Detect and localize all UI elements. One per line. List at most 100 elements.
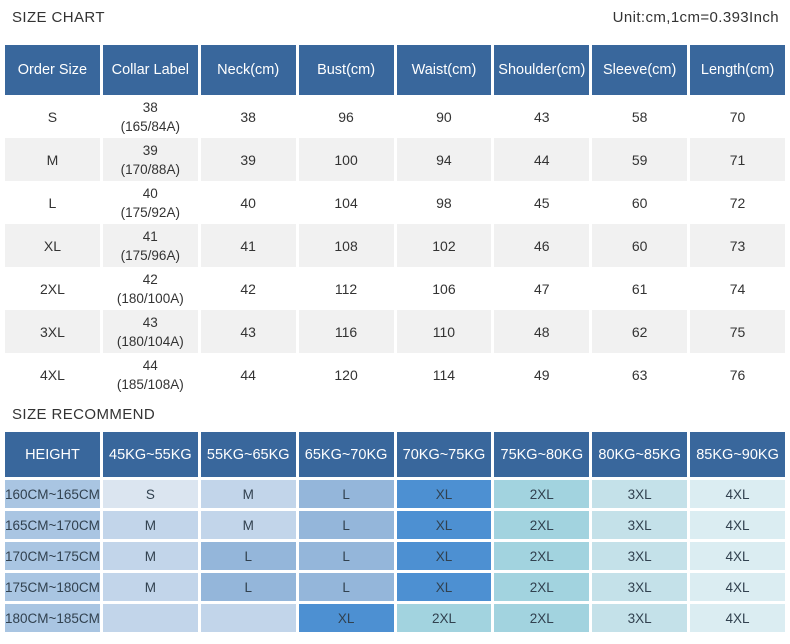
length-cell: 76	[690, 353, 785, 396]
collar-label-cell: 40 (175/92A)	[102, 181, 198, 224]
waist-cell: 110	[396, 310, 492, 353]
bust-cell: 116	[298, 310, 394, 353]
collar-spec: (180/104A)	[116, 333, 184, 349]
length-cell: 75	[690, 310, 785, 353]
col-header-neck: Neck(cm)	[200, 45, 296, 95]
waist-cell: 90	[396, 95, 492, 138]
sleeve-cell: 59	[592, 138, 688, 181]
order-size-cell: XL	[5, 224, 100, 267]
recommend-cell: 4XL	[690, 542, 785, 570]
neck-cell: 44	[200, 353, 296, 396]
length-cell: 72	[690, 181, 785, 224]
recommend-cell: L	[298, 542, 394, 570]
col-header-bust: Bust(cm)	[298, 45, 394, 95]
height-cell: 180CM~185CM	[5, 604, 100, 632]
neck-cell: 38	[200, 95, 296, 138]
order-size-cell: M	[5, 138, 100, 181]
recommend-cell: L	[298, 511, 394, 539]
recommend-cell: XL	[396, 480, 492, 508]
collar-size: 43	[142, 314, 158, 330]
col-header-length: Length(cm)	[690, 45, 785, 95]
shoulder-cell: 48	[494, 310, 590, 353]
collar-size: 42	[142, 271, 158, 287]
col-header-shoulder: Shoulder(cm)	[494, 45, 590, 95]
recommend-cell: S	[102, 480, 198, 508]
collar-label-cell: 41 (175/96A)	[102, 224, 198, 267]
recommend-cell: XL	[298, 604, 394, 632]
recommend-cell: M	[200, 480, 296, 508]
collar-spec: (165/84A)	[120, 118, 180, 134]
recommend-cell: L	[200, 573, 296, 601]
length-cell: 74	[690, 267, 785, 310]
unit-note: Unit:cm,1cm=0.393Inch	[612, 9, 779, 26]
order-size-cell: L	[5, 181, 100, 224]
collar-spec: (170/88A)	[120, 161, 180, 177]
sleeve-cell: 58	[592, 95, 688, 138]
recommend-cell: 3XL	[592, 542, 688, 570]
recommend-cell: 4XL	[690, 480, 785, 508]
col-header-sleeve: Sleeve(cm)	[592, 45, 688, 95]
waist-cell: 98	[396, 181, 492, 224]
bust-cell: 100	[298, 138, 394, 181]
recommend-cell: 3XL	[592, 480, 688, 508]
col-header-75-80kg: 75KG~80KG	[494, 432, 590, 477]
bust-cell: 96	[298, 95, 394, 138]
col-header-45-55kg: 45KG~55KG	[102, 432, 198, 477]
neck-cell: 40	[200, 181, 296, 224]
recommend-cell: 2XL	[494, 542, 590, 570]
collar-size: 44	[142, 357, 158, 373]
shoulder-cell: 44	[494, 138, 590, 181]
recommend-cell: 2XL	[494, 604, 590, 632]
height-cell: 175CM~180CM	[5, 573, 100, 601]
order-size-cell: 2XL	[5, 267, 100, 310]
collar-spec: (185/108A)	[116, 376, 184, 392]
collar-label-cell: 39 (170/88A)	[102, 138, 198, 181]
recommend-cell: L	[298, 480, 394, 508]
sleeve-cell: 60	[592, 224, 688, 267]
waist-cell: 114	[396, 353, 492, 396]
recommend-cell: XL	[396, 573, 492, 601]
col-header-height: HEIGHT	[5, 432, 100, 477]
recommend-cell: M	[102, 511, 198, 539]
collar-spec: (175/92A)	[120, 204, 180, 220]
height-cell: 160CM~165CM	[5, 480, 100, 508]
recommend-cell: 4XL	[690, 511, 785, 539]
shoulder-cell: 43	[494, 95, 590, 138]
recommend-cell: M	[200, 511, 296, 539]
neck-cell: 42	[200, 267, 296, 310]
height-cell: 165CM~170CM	[5, 511, 100, 539]
col-header-waist: Waist(cm)	[396, 45, 492, 95]
sleeve-cell: 63	[592, 353, 688, 396]
col-header-55-65kg: 55KG~65KG	[200, 432, 296, 477]
col-header-80-85kg: 80KG~85KG	[592, 432, 688, 477]
size-recommend-table: HEIGHT 45KG~55KG 55KG~65KG 65KG~70KG 70K…	[5, 432, 785, 632]
size-chart-table: Order Size Collar Label Neck(cm) Bust(cm…	[5, 45, 785, 396]
waist-cell: 102	[396, 224, 492, 267]
recommend-cell: L	[298, 573, 394, 601]
shoulder-cell: 49	[494, 353, 590, 396]
recommend-cell	[102, 604, 198, 632]
collar-size: 39	[142, 142, 158, 158]
bust-cell: 104	[298, 181, 394, 224]
col-header-65-70kg: 65KG~70KG	[298, 432, 394, 477]
size-recommend-title: SIZE RECOMMEND	[12, 406, 156, 423]
shoulder-cell: 47	[494, 267, 590, 310]
neck-cell: 43	[200, 310, 296, 353]
neck-cell: 39	[200, 138, 296, 181]
collar-spec: (180/100A)	[116, 290, 184, 306]
order-size-cell: 3XL	[5, 310, 100, 353]
sleeve-cell: 61	[592, 267, 688, 310]
col-header-order-size: Order Size	[5, 45, 100, 95]
recommend-cell: 2XL	[494, 573, 590, 601]
shoulder-cell: 45	[494, 181, 590, 224]
recommend-cell	[200, 604, 296, 632]
bust-cell: 120	[298, 353, 394, 396]
recommend-cell: 2XL	[494, 480, 590, 508]
recommend-cell: 4XL	[690, 573, 785, 601]
col-header-collar-label: Collar Label	[102, 45, 198, 95]
length-cell: 73	[690, 224, 785, 267]
recommend-cell: M	[102, 573, 198, 601]
recommend-cell: L	[200, 542, 296, 570]
collar-label-cell: 44 (185/108A)	[102, 353, 198, 396]
collar-label-cell: 38 (165/84A)	[102, 95, 198, 138]
